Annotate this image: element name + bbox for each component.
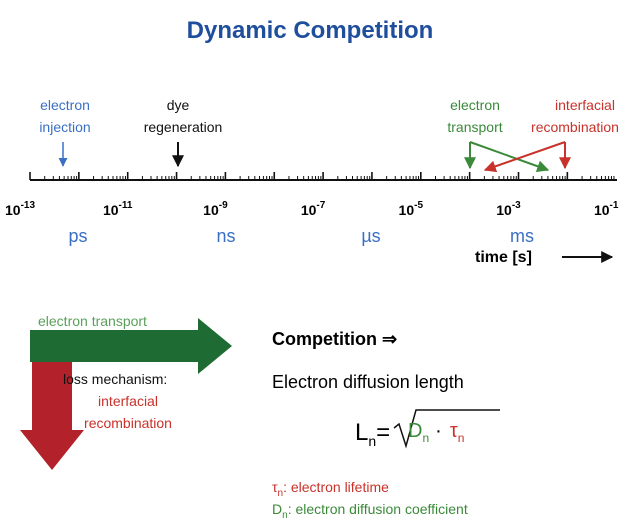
loss-line: recombination <box>84 415 172 431</box>
tick-label: 10-5 <box>399 200 424 218</box>
event-regeneration: dye regeneration <box>144 97 223 135</box>
event-line: recombination <box>531 119 619 135</box>
tick-label: 10-11 <box>103 200 133 218</box>
tick-base: 10 <box>496 202 512 218</box>
tick-exp: -1 <box>610 200 619 211</box>
tick-base: 10 <box>301 202 317 218</box>
tick-exp: -13 <box>21 200 36 211</box>
event-transport: electron transport <box>447 97 502 135</box>
tick-base: 10 <box>399 202 415 218</box>
tick-base: 10 <box>203 202 219 218</box>
formula-l: Ln= <box>355 419 390 449</box>
tick-exp: -7 <box>316 200 325 211</box>
event-recombination: interfacial recombination <box>531 97 619 135</box>
unit-label: µs <box>361 226 380 246</box>
legend-item: τn: electron lifetime <box>272 479 389 499</box>
tick-base: 10 <box>103 202 119 218</box>
event-injection: electron injection <box>39 97 90 135</box>
legend-item: Dn: electron diffusion coefficient <box>272 501 468 521</box>
subscript: n <box>282 510 288 521</box>
subscript: n <box>422 431 429 445</box>
dot: · <box>435 420 442 442</box>
competition: Competition ⇒ <box>272 329 397 349</box>
unit-label: ps <box>68 226 87 246</box>
subscript: n <box>368 433 376 449</box>
sqrt-sign <box>393 409 500 449</box>
tick-label: 10-13 <box>5 200 35 218</box>
loss-arrow <box>20 362 84 470</box>
symbol: τ <box>272 479 278 495</box>
tick-base: 10 <box>5 202 21 218</box>
event-line: injection <box>39 119 90 135</box>
tick-label: 10-1 <box>594 200 619 218</box>
tick-label: 10-7 <box>301 200 326 218</box>
axis-label: time [s] <box>475 249 532 266</box>
formula: Ln= Dn · τn <box>355 409 500 449</box>
transport-arrow <box>30 318 232 374</box>
tick-label: 10-3 <box>496 200 521 218</box>
event-line: dye <box>167 97 190 113</box>
equals: = <box>376 419 390 446</box>
event-line: electron <box>450 97 500 113</box>
tick-exp: -11 <box>119 200 133 211</box>
symbol: D <box>408 420 422 442</box>
unit-label: ns <box>216 226 235 246</box>
tick-label: 10-9 <box>203 200 228 218</box>
symbol: L <box>355 419 368 446</box>
subscript: n <box>278 488 284 499</box>
formula-body: Dn · τn <box>408 420 464 445</box>
arrow <box>483 141 566 173</box>
tick-exp: -5 <box>414 200 423 211</box>
title: Dynamic Competition <box>187 17 434 44</box>
symbol: τ <box>450 420 458 442</box>
event-line: regeneration <box>144 119 223 135</box>
event-line: transport <box>447 119 502 135</box>
event-line: interfacial <box>555 97 615 113</box>
tick-exp: -3 <box>512 200 521 211</box>
tick-base: 10 <box>594 202 610 218</box>
legend-text: : electron lifetime <box>283 479 389 495</box>
ticks: 10-13 10-11 10-9 10-7 10-5 10-3 10-1ps ns µs ms <box>5 172 619 246</box>
loss-line: loss mechanism: <box>63 371 167 387</box>
arrow <box>469 141 550 172</box>
legend-text: : electron diffusion coefficient <box>288 501 468 517</box>
unit-label: ms <box>510 226 534 246</box>
transport-label: electron transport <box>38 313 147 329</box>
tick-exp: -9 <box>219 200 228 211</box>
symbol: D <box>272 501 282 517</box>
diffusion-title: Electron diffusion length <box>272 372 464 392</box>
subscript: n <box>458 431 465 445</box>
event-line: electron <box>40 97 90 113</box>
loss-line: interfacial <box>98 393 158 409</box>
